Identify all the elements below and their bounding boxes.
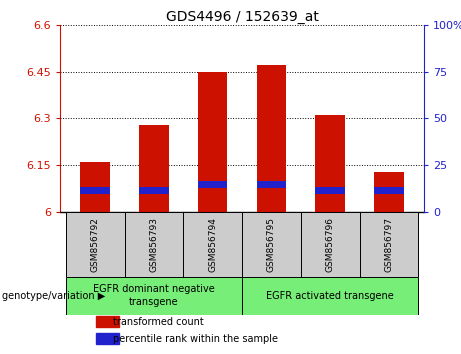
Text: GSM856792: GSM856792	[91, 217, 100, 272]
Bar	[139, 125, 169, 212]
Text: GSM856794: GSM856794	[208, 217, 217, 272]
Bar	[81, 162, 110, 212]
Text: GSM856793: GSM856793	[149, 217, 159, 272]
Bar	[257, 181, 286, 188]
Bar	[315, 187, 345, 194]
Bar	[81, 187, 110, 194]
Bar	[374, 172, 403, 212]
Title: GDS4496 / 152639_at: GDS4496 / 152639_at	[165, 10, 319, 24]
Text: percentile rank within the sample: percentile rank within the sample	[113, 333, 278, 343]
Bar	[139, 187, 169, 194]
Bar	[183, 212, 242, 276]
Bar	[66, 276, 242, 315]
Bar	[242, 212, 301, 276]
Bar	[315, 115, 345, 212]
Bar	[242, 276, 418, 315]
Bar	[124, 212, 183, 276]
Bar	[360, 212, 418, 276]
Text: EGFR activated transgene: EGFR activated transgene	[266, 291, 394, 301]
Text: EGFR dominant negative
transgene: EGFR dominant negative transgene	[93, 285, 215, 307]
Text: genotype/variation ▶: genotype/variation ▶	[2, 291, 106, 301]
Text: GSM856795: GSM856795	[267, 217, 276, 272]
Bar	[96, 333, 119, 344]
Bar	[96, 316, 119, 327]
Text: GSM856797: GSM856797	[384, 217, 393, 272]
Text: GSM856796: GSM856796	[325, 217, 335, 272]
Bar	[198, 72, 227, 212]
Bar	[198, 181, 227, 188]
Bar	[301, 212, 360, 276]
Text: transformed count: transformed count	[113, 317, 203, 327]
Bar	[374, 187, 403, 194]
Bar	[66, 212, 124, 276]
Bar	[257, 65, 286, 212]
